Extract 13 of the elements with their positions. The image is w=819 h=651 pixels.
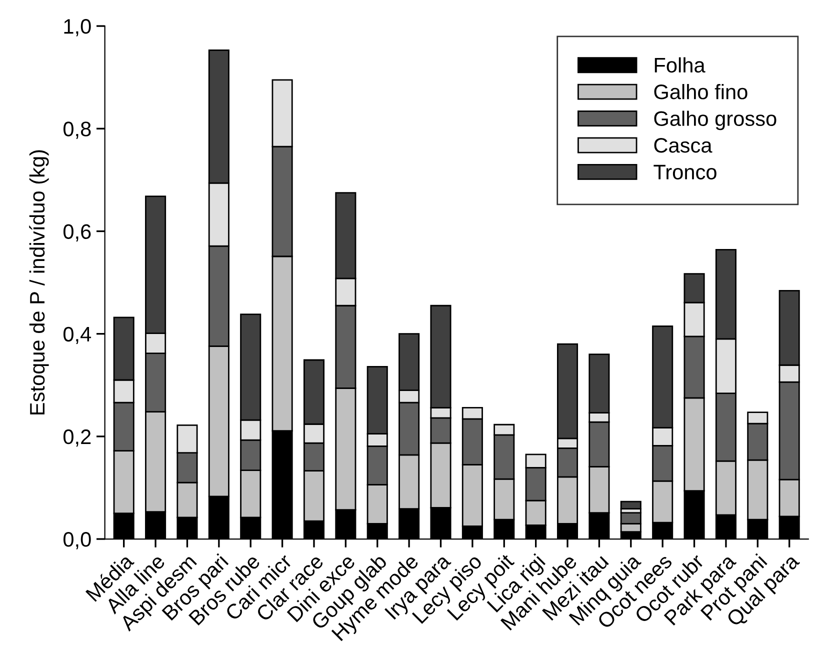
legend-label: Galho grosso (654, 110, 776, 130)
y-tick-label: 0,6 (63, 224, 91, 242)
y-tick-label: 0,2 (63, 429, 91, 447)
y-tick-label: 1,0 (64, 19, 91, 36)
legend-label: Tronco (654, 164, 716, 180)
y-tick-label: 0,8 (63, 122, 91, 139)
legend-label: Casca (654, 138, 712, 153)
y-tick-label: 0,4 (63, 326, 92, 344)
legend-label: Galho fino (654, 84, 748, 100)
legend-label: Folha (654, 57, 706, 73)
y-tick-label: 0,0 (63, 532, 91, 550)
y-axis-title: Estoque de P / indivíduo (kg) (29, 150, 49, 414)
bar (620, 500, 642, 510)
